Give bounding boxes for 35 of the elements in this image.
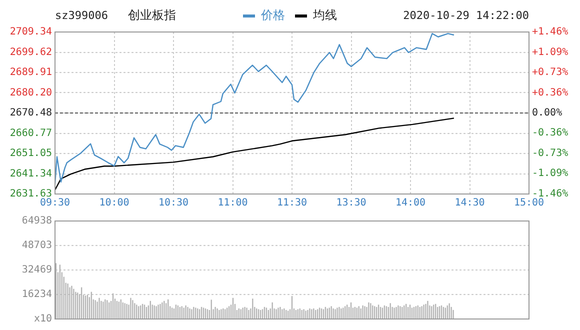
x-tick-label: 15:00 — [514, 198, 544, 209]
y-tick-label: 2641.34 — [10, 168, 52, 180]
x-tick-label: 13:30 — [336, 198, 366, 209]
y2-tick-label: -0.73% — [532, 148, 568, 160]
x-tick-label: 11:00 — [218, 198, 248, 209]
x-tick-label: 09:30 — [40, 198, 70, 209]
y-tick-label: x10 — [34, 314, 52, 325]
y-tick-label: 48703 — [22, 240, 52, 252]
y-tick-label: 2680.20 — [10, 87, 52, 98]
y-tick-label: 2699.62 — [10, 46, 52, 58]
y-tick-label: 2709.34 — [10, 26, 52, 38]
y2-tick-label: -1.09% — [532, 168, 568, 180]
x-tick-label: 10:30 — [158, 198, 189, 209]
x-tick-label: 10:00 — [99, 198, 130, 209]
text: 2020-10-29 14:22:00 — [403, 8, 529, 22]
y-tick-label: 32469 — [22, 264, 52, 276]
y-tick-label: 64938 — [22, 216, 52, 227]
x-tick-label: 14:00 — [395, 198, 426, 209]
y-tick-label: 2689.91 — [10, 67, 52, 78]
y2-tick-label: -0.36% — [532, 128, 568, 139]
x-tick-label: 14:30 — [454, 198, 485, 209]
chart-title: 创业板指 — [128, 8, 176, 22]
y2-tick-label: +1.46% — [532, 26, 568, 38]
y-tick-label: 2651.05 — [10, 148, 52, 160]
y2-tick-label: +0.36% — [532, 88, 568, 99]
y2-tick-label: +0.73% — [532, 67, 568, 78]
chart-subtitle: sz399006 — [55, 8, 108, 22]
y2-tick-label: +1.09% — [532, 47, 568, 58]
y2-tick-label: 0.00% — [532, 108, 562, 119]
legend-label: 均线 — [312, 8, 337, 22]
y-tick-label: 16234 — [22, 289, 52, 300]
legend-label: 价格 — [260, 8, 285, 22]
x-tick-label: 11:30 — [276, 198, 308, 209]
y-tick-label: 2660.77 — [10, 128, 52, 139]
y-tick-label: 2670.48 — [10, 108, 52, 119]
